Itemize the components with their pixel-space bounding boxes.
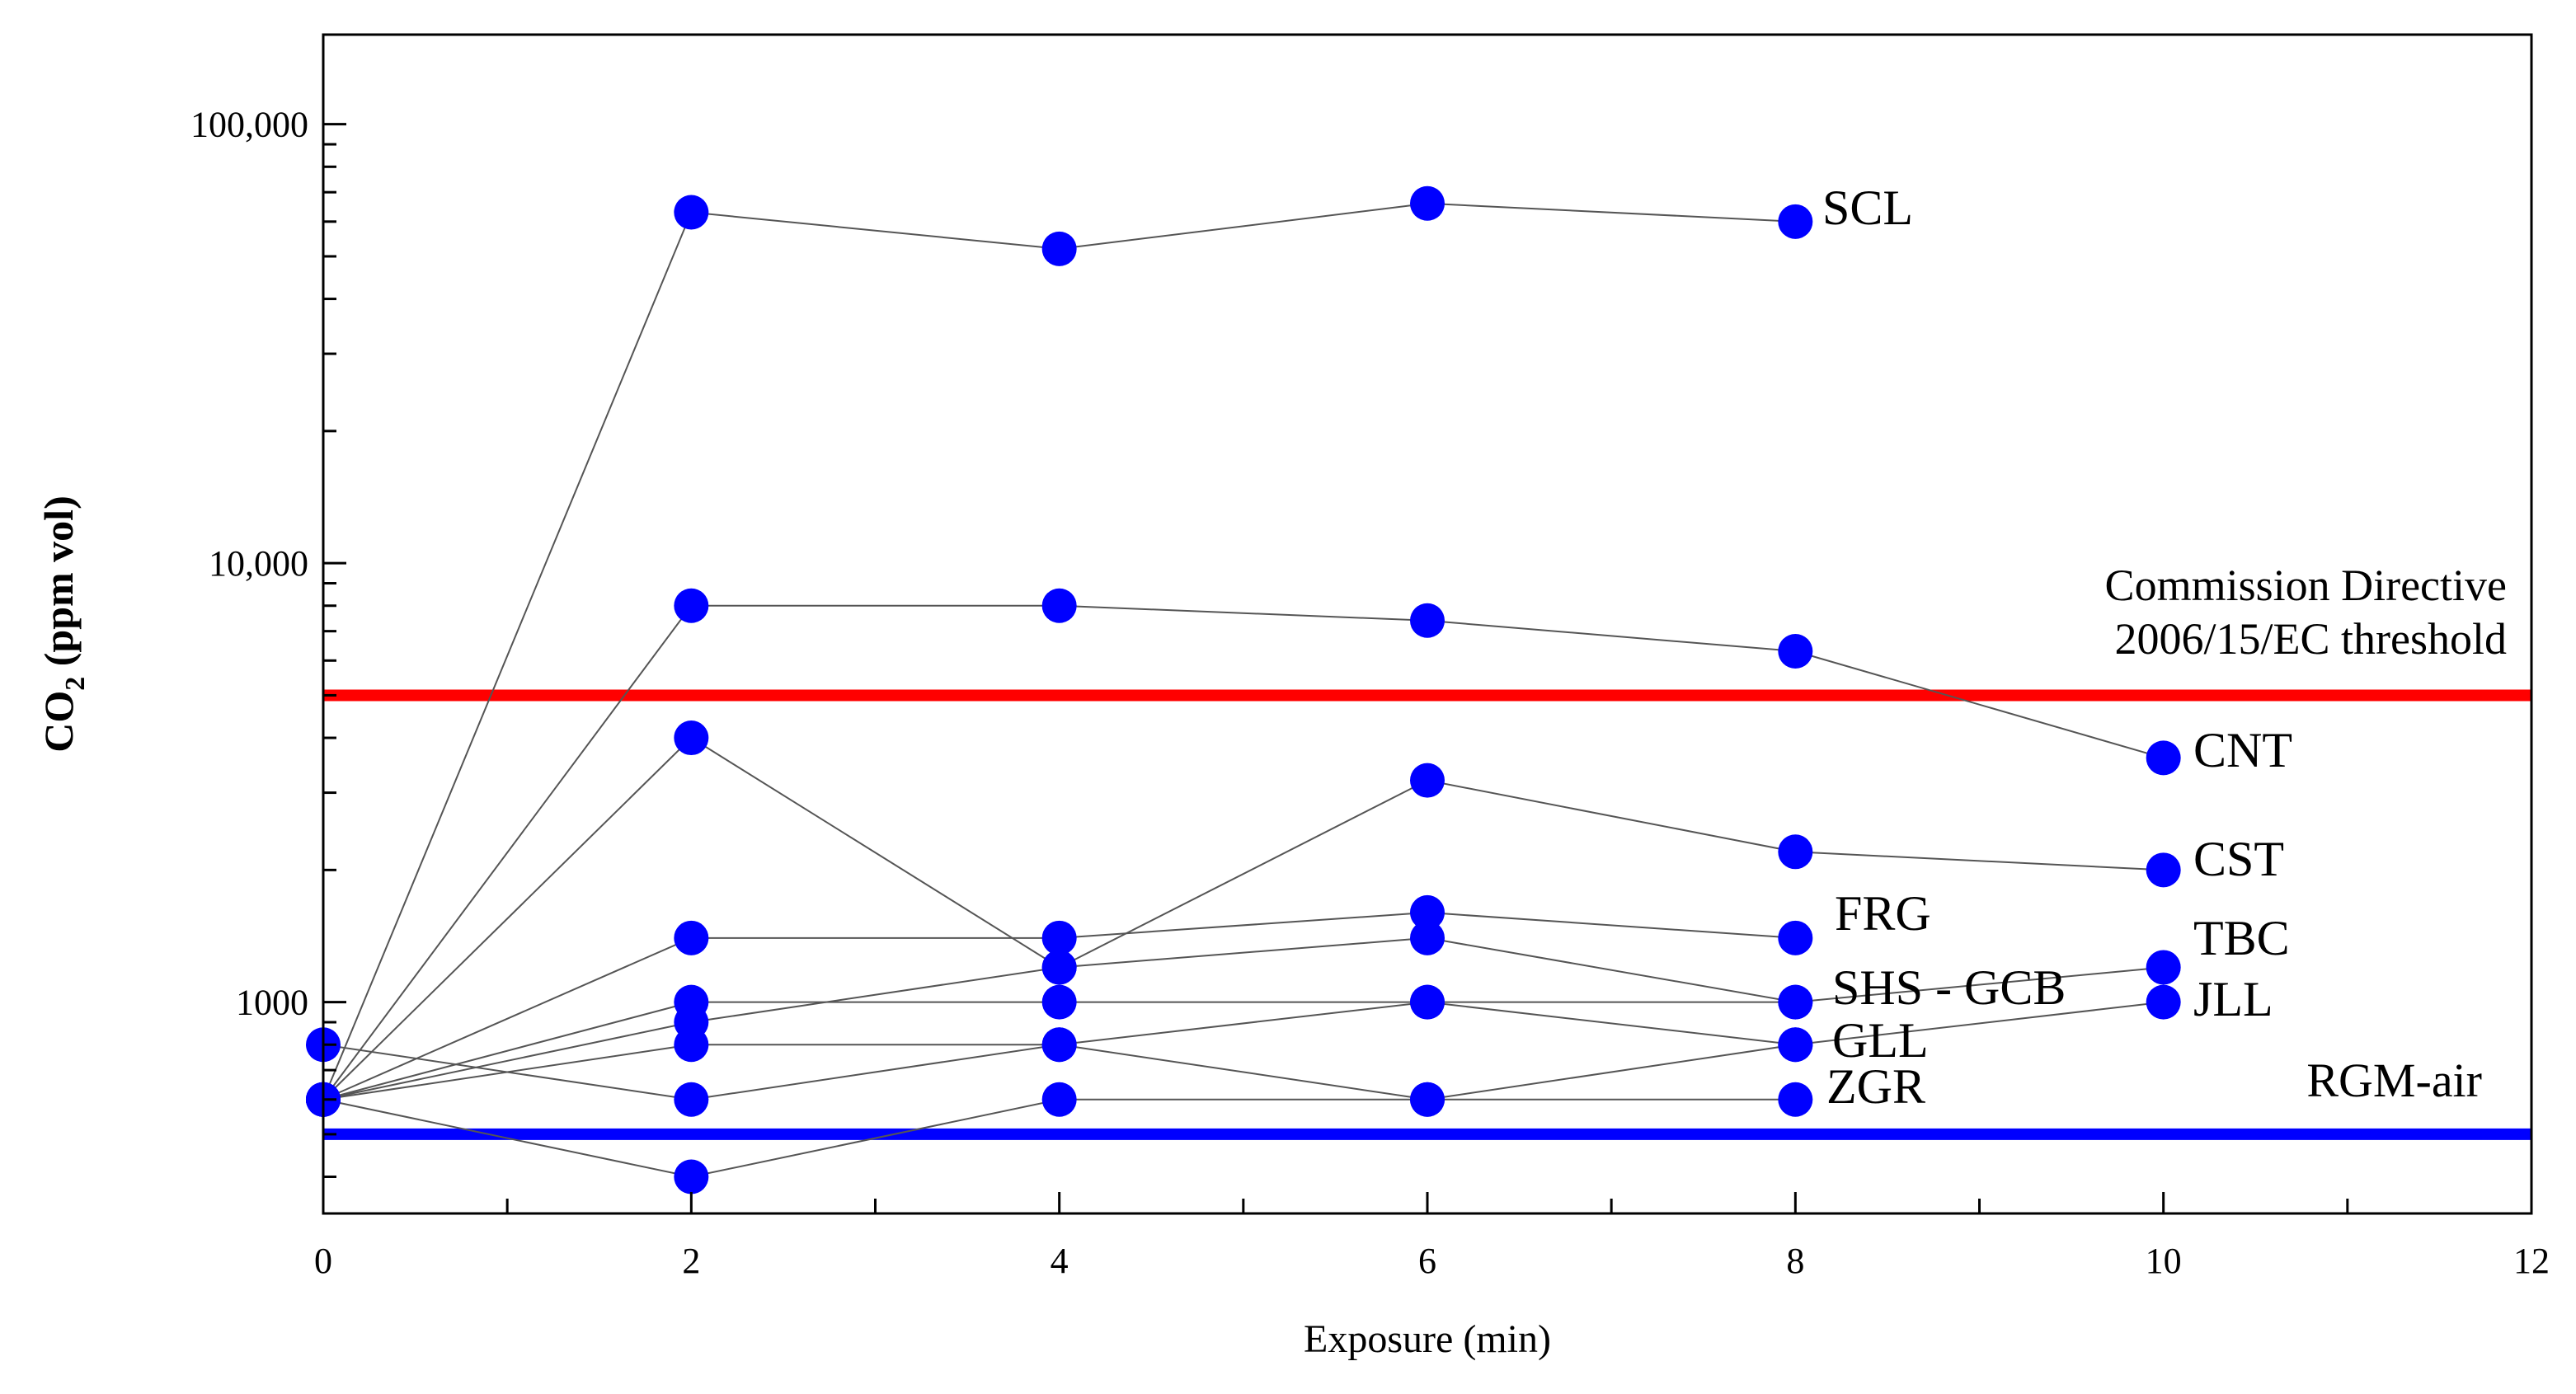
threshold-label-line1: Commission Directive	[2105, 561, 2507, 610]
data-point-cnt	[674, 588, 709, 623]
data-point-gll	[1041, 1027, 1077, 1063]
data-point-frg	[1778, 920, 1813, 955]
x-tick-label: 6	[1418, 1241, 1436, 1281]
data-point-cst	[2146, 852, 2181, 888]
series-label-cst: CST	[2193, 832, 2284, 886]
data-point-zgr	[1778, 1082, 1813, 1117]
data-point-frg	[1041, 920, 1077, 955]
series-label-tbc: TBC	[2193, 911, 2290, 965]
series-line-cst	[322, 736, 2164, 1101]
data-point-jll	[674, 1027, 709, 1063]
data-point-shs-gcb	[1778, 984, 1813, 1020]
data-point-cst	[674, 720, 709, 756]
series-label-shs-gcb: SHS - GCB	[1832, 960, 2066, 1015]
y-axis-title-sub: 2	[60, 677, 91, 691]
y-axis-title: CO2 (ppm vol)	[35, 495, 91, 752]
x-tick-label: 2	[682, 1241, 700, 1281]
data-point-jll	[1410, 984, 1445, 1020]
rgm-air-label: RGM-air	[2306, 1054, 2482, 1107]
x-tick-label: 0	[314, 1241, 332, 1281]
data-point-jll	[2146, 984, 2181, 1020]
data-point-cst	[1410, 763, 1445, 798]
threshold-label-line2: 2006/15/EC threshold	[2115, 614, 2507, 664]
data-point-shs-gcb	[1041, 984, 1077, 1020]
data-point-cst	[1778, 834, 1813, 870]
series-label-gll: GLL	[1832, 1013, 1929, 1068]
data-point-zgr	[674, 1159, 709, 1195]
data-point-frg	[674, 920, 709, 955]
y-tick-label: 1000	[236, 983, 308, 1023]
data-point-scl	[1778, 204, 1813, 239]
series-label-scl: SCL	[1822, 181, 1913, 235]
data-point-tbc	[1410, 920, 1445, 955]
series-line-jll	[322, 1001, 2164, 1101]
series-line-cnt	[322, 604, 2164, 1101]
y-axis-title-main: CO	[35, 691, 82, 753]
data-point-cnt	[2146, 740, 2181, 776]
x-tick-label: 12	[2513, 1241, 2550, 1281]
data-point-gll	[1778, 1027, 1813, 1063]
data-point-scl	[1410, 185, 1445, 221]
y-tick-label: 10,000	[209, 543, 308, 584]
data-point-shs-gcb	[674, 984, 709, 1020]
y-axis-title-rest: (ppm vol)	[35, 495, 82, 676]
data-point-scl	[674, 195, 709, 230]
data-point-cnt	[1778, 634, 1813, 669]
series-label-frg: FRG	[1835, 886, 1931, 941]
y-tick-label: 100,000	[190, 105, 308, 145]
data-point-gll	[674, 1082, 709, 1117]
data-point-cnt	[1041, 588, 1077, 623]
series-line-tbc	[322, 936, 2164, 1101]
data-point-scl	[1041, 231, 1077, 266]
series-label-cnt: CNT	[2193, 723, 2292, 777]
x-tick-label: 4	[1051, 1241, 1069, 1281]
x-tick-label: 8	[1786, 1241, 1804, 1281]
data-point-frg	[1410, 894, 1445, 930]
data-point-zgr	[1410, 1082, 1445, 1117]
series-label-zgr: ZGR	[1826, 1059, 1925, 1114]
x-axis-title: Exposure (min)	[1304, 1317, 1551, 1361]
series-label-jll: JLL	[2193, 972, 2273, 1026]
data-point-tbc	[2146, 950, 2181, 985]
data-point-tbc	[1041, 950, 1077, 985]
data-point-cnt	[1410, 603, 1445, 638]
data-point-zgr	[1041, 1082, 1077, 1117]
x-tick-label: 10	[2146, 1241, 2182, 1281]
